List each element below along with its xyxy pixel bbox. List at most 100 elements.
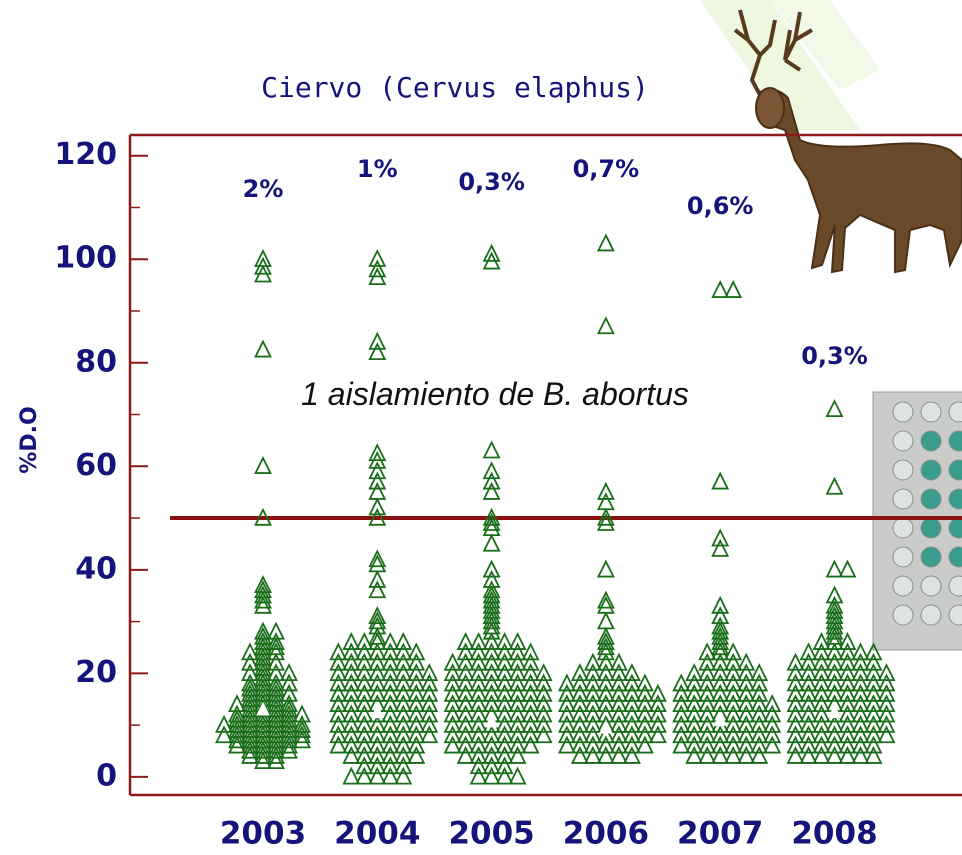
data-point (672, 714, 691, 733)
data-point (825, 595, 844, 614)
data-point (864, 714, 883, 733)
data-point (456, 652, 475, 671)
data-point (812, 714, 831, 733)
data-point (838, 714, 857, 733)
data-point (267, 632, 285, 650)
data-point (368, 714, 387, 733)
data-point (825, 632, 844, 650)
plate-well (948, 401, 962, 423)
data-point (838, 704, 857, 723)
data-point (293, 714, 311, 733)
chart-title: Ciervo (Cervus elaphus) (261, 71, 649, 104)
data-point (851, 694, 870, 713)
data-point (596, 683, 615, 702)
data-point (228, 725, 246, 744)
data-point (368, 481, 387, 500)
data-point (799, 714, 818, 733)
data-point (570, 663, 589, 682)
data-point (786, 683, 805, 702)
data-point (825, 600, 844, 619)
data-point (711, 632, 730, 650)
data-point (443, 704, 462, 723)
data-point (241, 735, 259, 754)
plate-well (892, 430, 914, 452)
data-point (254, 626, 272, 645)
data-point (672, 673, 691, 692)
data-point (799, 704, 818, 723)
data-point (750, 704, 769, 723)
data-point (407, 652, 426, 671)
data-point (368, 626, 387, 645)
data-point (672, 725, 691, 744)
data-point (342, 673, 361, 692)
data-point (407, 725, 426, 744)
data-point (698, 642, 717, 661)
data-point (786, 694, 805, 713)
data-point (583, 694, 602, 713)
data-point (329, 642, 348, 661)
data-point (267, 714, 285, 733)
data-point (482, 569, 501, 588)
y-tick-label: 40 (75, 551, 117, 586)
data-point (495, 652, 514, 671)
data-point (482, 663, 501, 682)
data-point (407, 683, 426, 702)
data-point (469, 714, 488, 733)
data-point (456, 663, 475, 682)
data-point (711, 663, 730, 682)
data-point (622, 663, 641, 682)
plate-well (948, 488, 962, 510)
data-point (342, 745, 361, 764)
data-point (267, 751, 285, 770)
data-point (267, 730, 285, 749)
data-point (381, 663, 400, 682)
data-point (825, 626, 844, 645)
data-point (786, 652, 805, 671)
data-point (215, 714, 233, 733)
data-point (596, 745, 615, 764)
data-point (685, 745, 704, 764)
data-point (482, 600, 501, 619)
data-point (851, 642, 870, 661)
data-point (851, 735, 870, 754)
data-point (596, 632, 615, 650)
data-point (482, 471, 501, 490)
data-point (825, 606, 844, 625)
data-point (622, 683, 641, 702)
data-point (254, 642, 272, 661)
data-point (241, 704, 259, 723)
data-point (534, 714, 553, 733)
data-point (851, 704, 870, 723)
data-point (215, 725, 233, 744)
data-point (482, 683, 501, 702)
data-point (482, 606, 501, 625)
data-point (293, 704, 311, 723)
data-point (648, 704, 667, 723)
data-point (737, 663, 756, 682)
data-point (737, 714, 756, 733)
data-point (456, 735, 475, 754)
data-point (508, 652, 527, 671)
data-point (293, 725, 311, 744)
data-point (508, 766, 527, 785)
data-point (812, 652, 831, 671)
data-point (635, 735, 654, 754)
data-point (420, 673, 439, 692)
data-point (825, 745, 844, 764)
data-point (534, 673, 553, 692)
data-point (596, 673, 615, 692)
data-point (737, 745, 756, 764)
data-point (521, 704, 540, 723)
data-point (482, 611, 501, 630)
y-tick-label: 60 (75, 448, 117, 483)
deer-image (733, 9, 962, 274)
plate-well (920, 546, 942, 568)
data-point (456, 745, 475, 764)
data-point (280, 709, 298, 728)
data-point (570, 735, 589, 754)
annotation: 1 aislamiento de B. abortus (301, 376, 689, 412)
data-point (812, 745, 831, 764)
data-point (381, 704, 400, 723)
data-point (635, 673, 654, 692)
data-point (267, 663, 285, 682)
